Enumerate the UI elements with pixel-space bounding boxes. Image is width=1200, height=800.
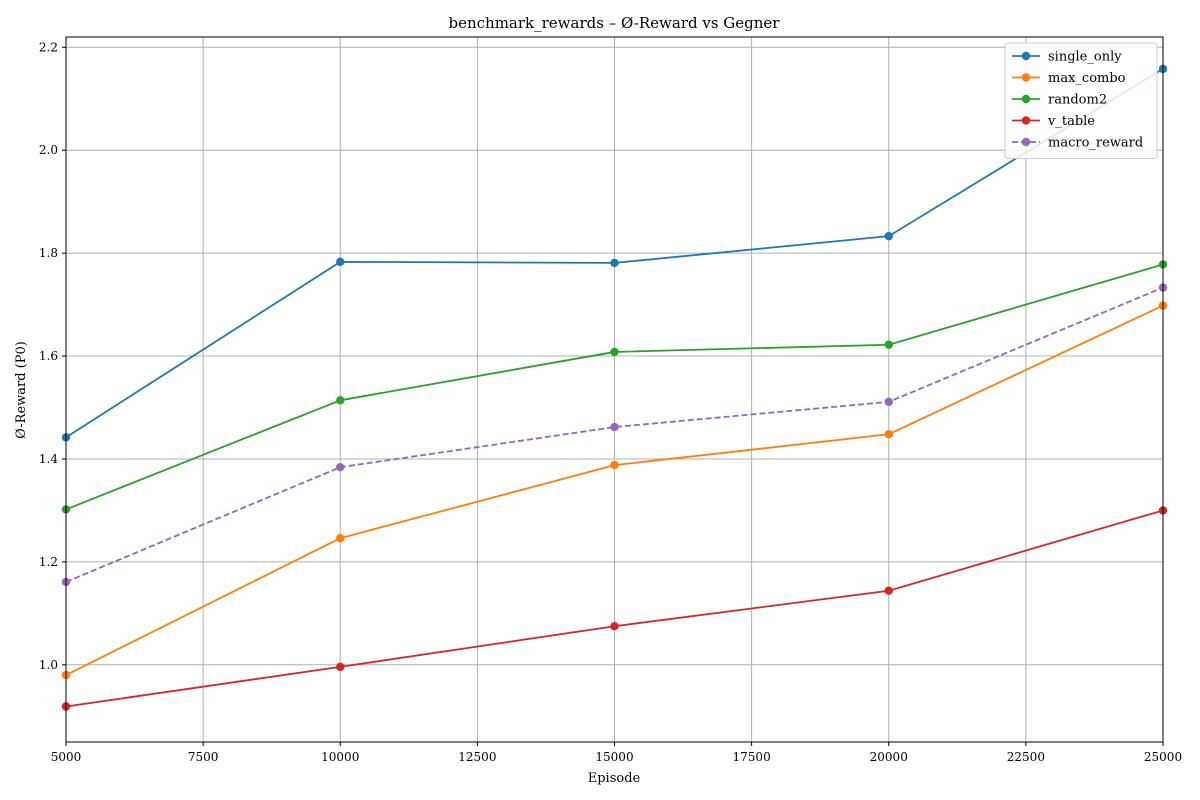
data-point bbox=[884, 430, 893, 439]
y-axis-label: Ø-Reward (P0) bbox=[14, 341, 29, 439]
series-random2 bbox=[61, 260, 1168, 514]
x-tick-label: 22500 bbox=[1007, 750, 1045, 764]
y-tick-label: 1.8 bbox=[39, 246, 58, 260]
axis-ticks: 5000 7500 10000 12500 15000 17500 20000 22500 25… bbox=[39, 40, 1182, 764]
data-point bbox=[610, 460, 619, 470]
y-tick-label: 1.0 bbox=[39, 658, 58, 672]
data-point bbox=[336, 396, 345, 405]
data-point bbox=[336, 534, 345, 543]
y-tick-label: 2.0 bbox=[39, 143, 58, 157]
legend-item-random2: random2 bbox=[1012, 93, 1107, 108]
series-layer bbox=[61, 64, 1168, 711]
legend-label: random2 bbox=[1048, 93, 1107, 108]
legend-marker bbox=[1021, 116, 1031, 125]
chart-title: benchmark_rewards – Ø-Reward vs Gegner bbox=[449, 14, 781, 32]
legend-label: max_combo bbox=[1048, 71, 1126, 86]
series-max_combo bbox=[61, 301, 1168, 680]
data-point bbox=[610, 347, 619, 357]
x-tick-label: 7500 bbox=[188, 750, 219, 764]
legend-marker bbox=[1021, 73, 1031, 82]
x-tick-label: 15000 bbox=[595, 750, 633, 764]
grid bbox=[65, 37, 1164, 742]
data-point bbox=[884, 231, 893, 241]
legend-marker bbox=[1021, 51, 1031, 61]
legend-marker bbox=[1021, 94, 1031, 104]
data-point bbox=[610, 258, 619, 268]
series-line bbox=[65, 286, 1164, 583]
data-point bbox=[610, 622, 619, 631]
y-tick-label: 1.4 bbox=[39, 452, 58, 466]
legend-label: v_table bbox=[1047, 114, 1095, 129]
data-point bbox=[610, 422, 619, 432]
x-tick-label: 25000 bbox=[1144, 750, 1182, 764]
data-point bbox=[884, 340, 893, 349]
legend-item-macro_reward: macro_reward bbox=[1012, 136, 1143, 151]
y-tick-label: 1.2 bbox=[39, 555, 58, 569]
legend: single_only max_combo random2 v_table macro_… bbox=[1004, 42, 1158, 159]
legend-label: single_only bbox=[1048, 50, 1122, 65]
data-point bbox=[884, 397, 893, 407]
x-axis-label: Episode bbox=[588, 771, 641, 786]
x-tick-label: 20000 bbox=[870, 750, 908, 764]
data-point bbox=[884, 586, 893, 595]
legend-item-max_combo: max_combo bbox=[1012, 71, 1126, 86]
x-tick-label: 17500 bbox=[733, 750, 771, 764]
legend-item-v_table: v_table bbox=[1012, 114, 1095, 129]
y-tick-label: 2.2 bbox=[39, 40, 58, 54]
legend-label: macro_reward bbox=[1048, 136, 1143, 151]
series-macro_reward bbox=[61, 283, 1168, 587]
series-single_only bbox=[61, 64, 1168, 442]
x-tick-label: 12500 bbox=[458, 750, 496, 764]
series-v_table bbox=[61, 506, 1168, 711]
data-point bbox=[336, 662, 345, 672]
x-tick-label: 10000 bbox=[321, 750, 359, 764]
legend-item-single_only: single_only bbox=[1012, 50, 1122, 65]
data-point bbox=[336, 463, 345, 472]
legend-box bbox=[1004, 42, 1158, 159]
legend-marker bbox=[1021, 137, 1031, 147]
y-tick-label: 1.6 bbox=[39, 349, 58, 363]
data-point bbox=[336, 257, 345, 267]
x-tick-label: 5000 bbox=[51, 750, 82, 764]
